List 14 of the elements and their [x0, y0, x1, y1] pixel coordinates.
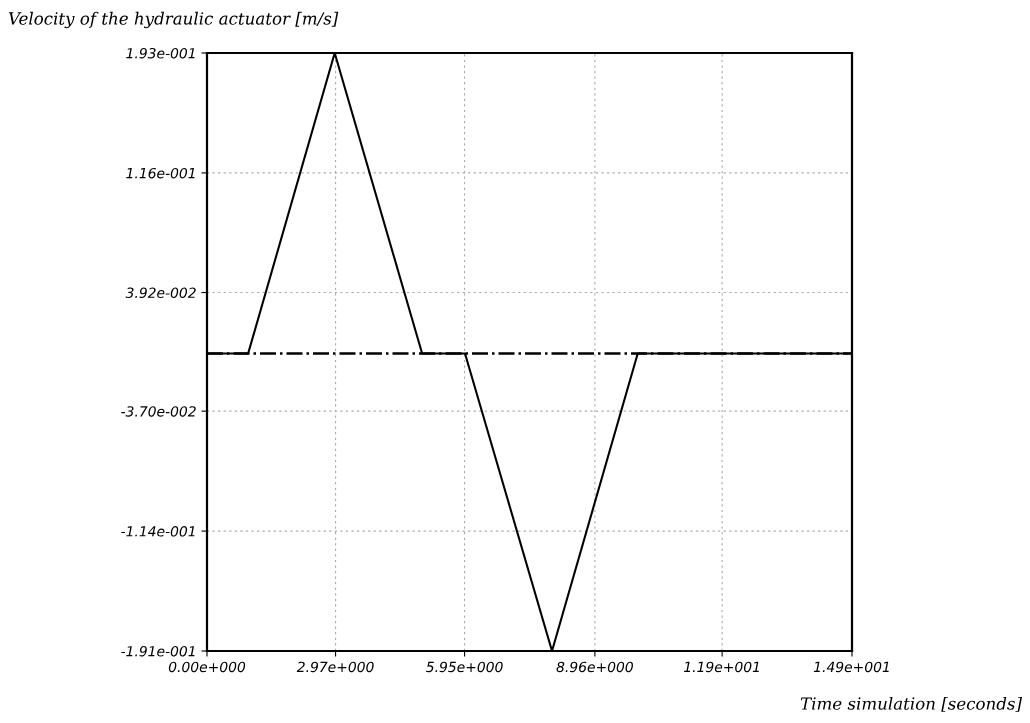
y-tick-label: -1.91e-001 [121, 645, 195, 657]
y-tick-label: -3.70e-002 [121, 406, 196, 417]
x-tick-label: 8.96e+000 [556, 661, 633, 673]
y-tick-label: 3.92e-002 [125, 287, 196, 298]
y-tick-label: 1.93e-001 [126, 47, 195, 59]
y-tick-label: -1.14e-001 [121, 526, 195, 537]
x-axis-title: Time simulation [seconds] [800, 696, 1023, 712]
x-tick-label: 2.97e+000 [296, 661, 374, 673]
x-tick-label: 1.19e+001 [684, 661, 759, 673]
x-tick-label: 1.49e+001 [813, 661, 889, 673]
x-tick-label: 0.00e+000 [168, 661, 246, 673]
y-axis-title: Velocity of the hydraulic actuator [m/s] [8, 11, 339, 29]
x-tick-label: 5.95e+000 [426, 661, 503, 673]
y-tick-label: 1.16e-001 [126, 167, 195, 179]
